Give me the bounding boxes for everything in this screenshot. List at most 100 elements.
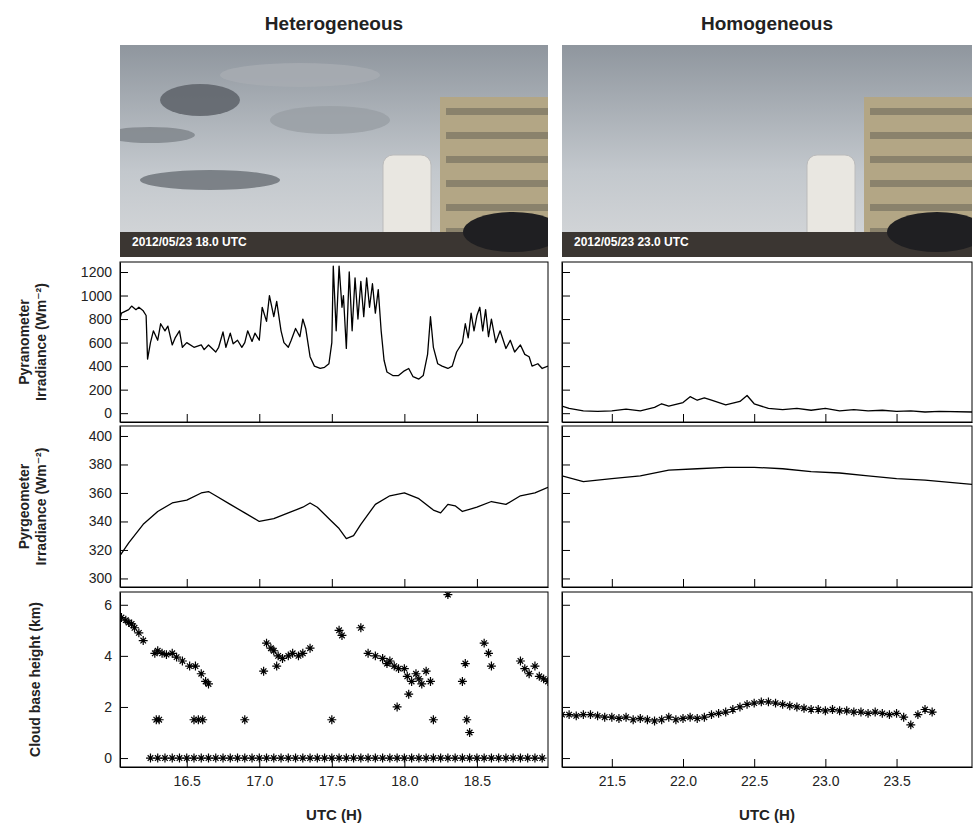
x-axis [121, 579, 549, 588]
y-tick-label: 6 [104, 597, 112, 613]
data-point [885, 710, 894, 719]
x-axis-line [121, 422, 549, 423]
y-axis-line [120, 427, 121, 588]
panel: 020040060080010001200PyranometerIrradian… [16, 262, 549, 423]
x-tick-mark [612, 759, 613, 767]
x-axis [563, 414, 973, 423]
y-tick-mark [120, 296, 128, 297]
y-tick [562, 656, 570, 657]
x-tick-mark [259, 414, 260, 422]
x-tick-label: 23.0 [812, 773, 839, 789]
data-point [607, 713, 616, 722]
x-tick: 17.0 [246, 759, 273, 789]
y-tick-mark [562, 493, 570, 494]
y-tick-mark [562, 521, 570, 522]
y-tick-mark [562, 343, 570, 344]
plot-data [562, 467, 972, 484]
data-point [792, 702, 801, 711]
y-tick-mark [562, 366, 570, 367]
column-title: Heterogeneous [265, 13, 403, 34]
x-tick: 22.0 [670, 759, 697, 789]
data-point [139, 636, 148, 645]
y-tick: 320 [89, 542, 128, 558]
data-point [178, 657, 187, 666]
x-axis-line [563, 422, 973, 423]
photo-cloud [160, 84, 240, 116]
x-tick-mark [477, 759, 478, 767]
data-point [327, 715, 336, 724]
y-tick [562, 605, 570, 606]
photo [120, 45, 548, 257]
data-point [462, 715, 471, 724]
y-tick-label: 2 [104, 699, 112, 715]
x-tick-mark [259, 579, 260, 587]
y-tick-label: 320 [89, 542, 113, 558]
y-tick-label: 400 [89, 358, 113, 374]
y-axis-line [120, 263, 121, 423]
x-tick-label: 21.5 [599, 773, 626, 789]
data-point [671, 715, 680, 724]
photo [562, 45, 972, 257]
data-point [693, 714, 702, 723]
y-tick: 2 [104, 699, 128, 715]
x-axis-line [563, 587, 973, 588]
data-point [426, 677, 435, 686]
plot-frame [120, 426, 548, 587]
data-point [679, 714, 688, 723]
x-tick-mark [897, 414, 898, 422]
data-point [461, 659, 470, 668]
x-tick-label: 16.5 [174, 773, 201, 789]
plot-data [120, 592, 548, 763]
y-tick-mark [120, 343, 128, 344]
y-axis: 300320340360380400 [89, 427, 128, 588]
x-axis-line [121, 767, 549, 768]
y-tick-label: 600 [89, 335, 113, 351]
y-axis-line [562, 593, 563, 768]
y-axis-title: PyranometerIrradiance (Wm⁻²) [16, 283, 49, 401]
y-tick-mark [562, 319, 570, 320]
x-tick-mark [897, 579, 898, 587]
x-axis [121, 414, 549, 423]
y-tick-mark [562, 436, 570, 437]
data-line [120, 487, 548, 555]
data-point [484, 649, 493, 658]
x-tick [825, 579, 826, 587]
x-tick [187, 414, 188, 422]
plot-frame [120, 262, 548, 422]
data-point [400, 664, 409, 673]
y-tick-mark [120, 550, 128, 551]
y-tick-label: 340 [89, 513, 113, 529]
data-point [778, 700, 787, 709]
x-tick [897, 414, 898, 422]
y-tick [562, 707, 570, 708]
x-tick [332, 579, 333, 587]
data-point [356, 623, 365, 632]
x-tick-mark [825, 759, 826, 767]
y-tick-label: 0 [104, 750, 112, 766]
plot-frame [562, 592, 972, 767]
data-point [650, 717, 659, 726]
x-axis-line [121, 587, 549, 588]
data-point [913, 710, 922, 719]
y-tick-label: 0 [104, 405, 112, 421]
data-point [525, 669, 534, 678]
panel [562, 262, 973, 423]
data-point [198, 715, 207, 724]
x-tick-mark [612, 414, 613, 422]
y-tick: 1200 [81, 264, 128, 280]
data-point [643, 715, 652, 724]
y-tick [562, 436, 570, 437]
data-point [906, 720, 915, 729]
y-tick-mark [120, 493, 128, 494]
photo-windows [446, 132, 548, 139]
y-tick-mark [562, 656, 570, 657]
y-tick: 400 [89, 428, 128, 444]
data-point [892, 709, 901, 718]
x-tick [612, 414, 613, 422]
x-tick-label: 17.0 [246, 773, 273, 789]
x-tick-label: 18.0 [391, 773, 418, 789]
x-tick [404, 414, 405, 422]
y-tick-mark [120, 605, 128, 606]
data-point [272, 662, 281, 671]
y-tick: 300 [89, 570, 128, 586]
